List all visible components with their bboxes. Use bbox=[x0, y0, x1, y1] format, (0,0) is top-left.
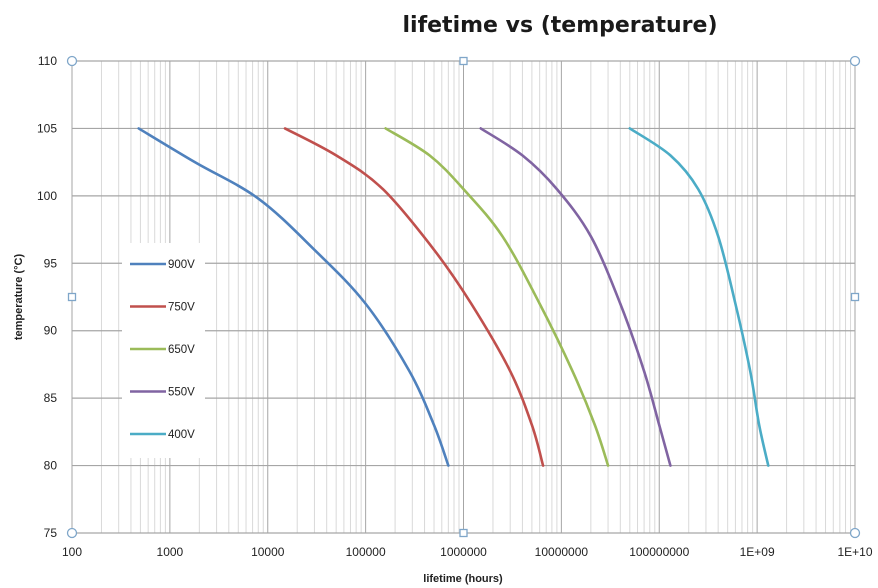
x-tick-label: 1E+09 bbox=[740, 545, 775, 559]
y-axis-label: temperature (°C) bbox=[13, 254, 25, 341]
x-tick-label: 1000000 bbox=[440, 545, 487, 559]
corner-resize-handle[interactable] bbox=[66, 527, 78, 539]
series-line-750V bbox=[283, 127, 545, 467]
legend-label-400V: 400V bbox=[168, 429, 195, 441]
series-lines bbox=[137, 127, 770, 467]
series-line-650V bbox=[384, 127, 610, 467]
side-resize-handle[interactable] bbox=[67, 292, 77, 302]
selection-handles bbox=[66, 55, 861, 539]
x-tick-label: 1000 bbox=[157, 545, 184, 559]
x-tick-label: 100000 bbox=[346, 545, 386, 559]
y-tick-label: 105 bbox=[37, 121, 57, 135]
corner-resize-handle[interactable] bbox=[849, 527, 861, 539]
x-tick-label: 100000000 bbox=[629, 545, 689, 559]
x-tick-label: 10000 bbox=[251, 545, 285, 559]
legend-label-900V: 900V bbox=[168, 259, 195, 271]
chart-title: lifetime vs (temperature) bbox=[402, 13, 717, 38]
corner-resize-handle[interactable] bbox=[849, 55, 861, 67]
x-axis-tick-labels: 100 1000 10000 100000 1000000 10000000 1000000… bbox=[62, 545, 873, 559]
legend-label-650V: 650V bbox=[168, 344, 195, 356]
legend-label-750V: 750V bbox=[168, 302, 195, 314]
side-resize-handle[interactable] bbox=[459, 56, 468, 66]
legend-background bbox=[122, 243, 205, 458]
side-resize-handle[interactable] bbox=[459, 528, 468, 538]
side-resize-handle[interactable] bbox=[850, 292, 860, 302]
y-tick-label: 80 bbox=[44, 459, 58, 473]
x-tick-label: 10000000 bbox=[535, 545, 589, 559]
series-line-400V bbox=[628, 127, 770, 467]
x-tick-label: 1E+10 bbox=[837, 545, 872, 559]
y-tick-label: 75 bbox=[44, 526, 58, 540]
series-line-550V bbox=[479, 127, 672, 467]
y-tick-label: 90 bbox=[44, 324, 58, 338]
legend-label-550V: 550V bbox=[168, 387, 195, 399]
y-tick-label: 95 bbox=[44, 256, 58, 270]
y-tick-label: 85 bbox=[44, 391, 58, 405]
series-line-900V bbox=[137, 127, 450, 467]
corner-resize-handle[interactable] bbox=[66, 55, 78, 67]
x-axis-label: lifetime (hours) bbox=[423, 573, 503, 585]
legend: 900V 750V 650V 550V 400V bbox=[122, 243, 205, 458]
y-axis-tick-labels: 75 80 85 90 95 100 105 110 bbox=[37, 54, 57, 540]
y-tick-label: 110 bbox=[38, 54, 57, 68]
y-tick-label: 100 bbox=[37, 189, 57, 203]
x-tick-label: 100 bbox=[62, 545, 82, 559]
